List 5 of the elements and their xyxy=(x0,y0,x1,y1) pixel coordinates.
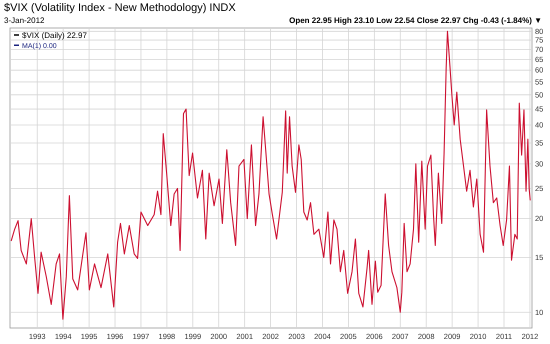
chart-title: $VIX (Volatility Index - New Methodology) INDX xyxy=(4,2,236,14)
chart-subtitle: 3-Jan-2012 xyxy=(4,16,46,25)
line-series xyxy=(10,30,531,320)
text: Open 22.95 High 23.10 Low 22.54 Close 22.97 Chg -0.43 (-1.84%) ▼ xyxy=(289,16,542,25)
text: $VIX (Daily) 22.97 xyxy=(22,31,88,40)
